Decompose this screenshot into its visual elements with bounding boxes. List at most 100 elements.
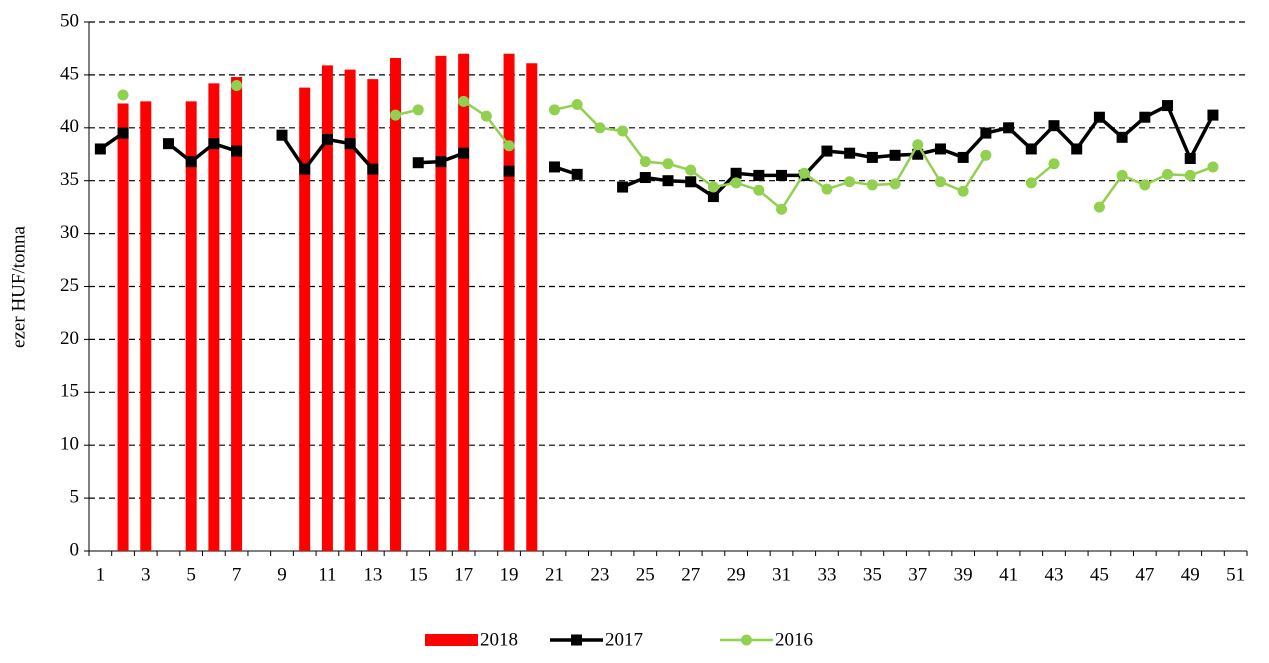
bar xyxy=(185,101,197,551)
marker xyxy=(367,163,379,175)
marker xyxy=(412,157,424,169)
marker xyxy=(1162,100,1174,112)
marker xyxy=(412,104,424,116)
marker xyxy=(776,203,788,215)
marker xyxy=(231,145,243,157)
marker xyxy=(957,151,969,163)
marker xyxy=(1071,143,1083,155)
x-tick-label: 17 xyxy=(454,564,473,585)
y-tick-label: 0 xyxy=(70,539,80,560)
y-tick-label: 40 xyxy=(60,116,79,137)
marker xyxy=(707,181,719,193)
marker xyxy=(798,167,810,179)
x-tick-label: 51 xyxy=(1226,564,1245,585)
marker xyxy=(503,165,515,177)
marker xyxy=(117,89,129,101)
x-tick-label: 5 xyxy=(186,564,196,585)
marker xyxy=(889,149,901,161)
marker xyxy=(458,95,470,107)
y-tick-label: 30 xyxy=(60,222,79,243)
legend-label: 2017 xyxy=(605,629,643,650)
marker xyxy=(639,172,651,184)
y-tick-label: 20 xyxy=(60,328,79,349)
marker xyxy=(1184,169,1196,181)
marker xyxy=(94,143,106,155)
line xyxy=(395,100,1214,212)
x-tick-label: 47 xyxy=(1135,564,1154,585)
bar xyxy=(321,65,333,552)
marker xyxy=(707,191,719,203)
marker xyxy=(662,175,674,187)
marker xyxy=(617,125,629,137)
marker xyxy=(1048,158,1060,170)
marker xyxy=(503,140,515,152)
marker xyxy=(844,147,856,159)
x-tick-label: 37 xyxy=(908,564,927,585)
bar xyxy=(140,101,152,551)
bar xyxy=(458,53,470,552)
marker xyxy=(390,109,402,121)
y-tick-label: 10 xyxy=(60,434,79,455)
marker xyxy=(980,127,992,139)
x-tick-label: 23 xyxy=(590,564,609,585)
marker xyxy=(276,129,288,141)
x-tick-label: 45 xyxy=(1090,564,1109,585)
marker xyxy=(1025,177,1037,189)
marker xyxy=(1025,143,1037,155)
x-tick-label: 33 xyxy=(817,564,836,585)
legend-marker xyxy=(741,634,752,646)
marker xyxy=(776,169,788,181)
x-tick-label: 29 xyxy=(727,564,746,585)
marker xyxy=(458,147,470,159)
x-tick-label: 15 xyxy=(409,564,428,585)
marker xyxy=(1207,161,1219,173)
y-tick-label: 45 xyxy=(60,63,79,84)
y-axis-label: ezer HUF/tonna xyxy=(8,226,29,348)
bar xyxy=(503,53,515,552)
bar xyxy=(367,79,379,551)
y-tick-label: 25 xyxy=(60,275,79,296)
marker xyxy=(1139,111,1151,123)
bar xyxy=(435,55,447,552)
marker xyxy=(1139,179,1151,191)
marker xyxy=(957,185,969,197)
marker xyxy=(1048,120,1060,132)
legend-swatch xyxy=(425,634,478,646)
marker xyxy=(730,177,742,189)
legend-label: 2018 xyxy=(480,629,518,650)
marker xyxy=(231,79,243,91)
x-tick-label: 13 xyxy=(363,564,382,585)
x-tick-label: 25 xyxy=(636,564,655,585)
marker xyxy=(571,99,583,111)
bar xyxy=(526,63,538,552)
x-tick-label: 1 xyxy=(96,564,106,585)
marker xyxy=(117,127,129,139)
marker xyxy=(934,176,946,188)
bar xyxy=(299,87,311,551)
x-tick-label: 39 xyxy=(954,564,973,585)
marker xyxy=(980,149,992,161)
x-tick-label: 19 xyxy=(500,564,519,585)
marker xyxy=(1116,169,1128,181)
marker xyxy=(1207,109,1219,121)
bar xyxy=(117,103,129,551)
x-tick-label: 27 xyxy=(681,564,700,585)
marker xyxy=(912,139,924,151)
bar xyxy=(231,77,243,552)
marker xyxy=(1003,122,1015,134)
marker xyxy=(821,183,833,195)
marker xyxy=(889,178,901,190)
marker xyxy=(1162,168,1174,180)
bar xyxy=(390,57,402,552)
bar xyxy=(344,69,356,552)
x-tick-label: 31 xyxy=(772,564,791,585)
marker xyxy=(639,156,651,168)
y-tick-label: 35 xyxy=(60,169,79,190)
legend-marker xyxy=(571,634,582,646)
x-tick-label: 49 xyxy=(1181,564,1200,585)
x-tick-label: 43 xyxy=(1045,564,1064,585)
marker xyxy=(435,156,447,168)
x-tick-label: 35 xyxy=(863,564,882,585)
legend-label: 2016 xyxy=(775,629,813,650)
